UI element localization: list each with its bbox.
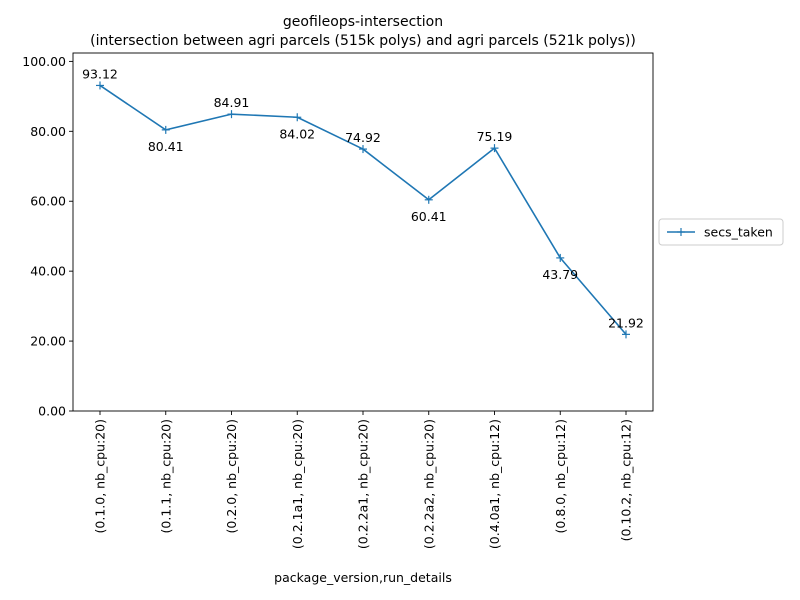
plot-frame: [72, 52, 654, 412]
legend-label: secs_taken: [704, 225, 773, 240]
data-label: 75.19: [477, 129, 513, 144]
x-tick-label: (0.1.0, nb_cpu:20): [93, 419, 108, 533]
data-label: 84.91: [214, 95, 250, 110]
data-label: 93.12: [82, 66, 118, 81]
data-point: [490, 144, 499, 153]
x-tick-label: (0.2.1a1, nb_cpu:20): [290, 419, 305, 549]
series-line: [99, 84, 627, 335]
x-tick-label: (0.2.0, nb_cpu:20): [224, 419, 239, 533]
legend-box: [658, 218, 784, 246]
data-point: [359, 145, 367, 154]
chart-subtitle: (intersection between agri parcels (515k…: [90, 33, 636, 49]
x-axis-label: package_version,run_details: [274, 570, 452, 585]
y-tick-label: 60.00: [30, 194, 66, 209]
data-point: [293, 113, 302, 122]
data-label: 74.92: [345, 130, 381, 145]
data-label: 84.02: [279, 126, 315, 141]
data-point: [424, 195, 433, 204]
legend: secs_taken: [658, 218, 784, 246]
data-point: [96, 81, 104, 90]
x-tick-label: (0.2.2a2, nb_cpu:20): [421, 419, 436, 549]
x-tick-label: (0.10.2, nb_cpu:12): [619, 419, 634, 541]
data-label: 43.79: [542, 267, 578, 282]
data-label: 21.92: [608, 315, 644, 330]
x-tick-label: (0.2.2a1, nb_cpu:20): [356, 419, 371, 549]
y-tick-label: 0.00: [38, 404, 66, 419]
data-point: [227, 110, 236, 119]
data-label: 80.41: [148, 139, 184, 154]
y-tick-label: 100.00: [22, 54, 66, 69]
chart-title: geofileops-intersection: [283, 14, 443, 30]
x-tick-label: (0.8.0, nb_cpu:12): [553, 419, 568, 533]
plot-area: 0.00 20.00 40.00 60.00 80.00 100.00 (0.1.0, nb…: [22, 52, 654, 549]
data-label: 60.41: [411, 209, 447, 224]
y-tick-label: 40.00: [30, 264, 66, 279]
legend-marker: [667, 228, 695, 236]
x-tick-label: (0.4.0a1, nb_cpu:12): [487, 419, 502, 549]
y-tick-label: 80.00: [30, 124, 66, 139]
data-point: [161, 125, 170, 134]
x-tick-label: (0.1.1, nb_cpu:20): [158, 419, 173, 533]
y-tick-label: 20.00: [30, 334, 66, 349]
data-point: [622, 330, 630, 339]
data-point: [556, 253, 565, 262]
